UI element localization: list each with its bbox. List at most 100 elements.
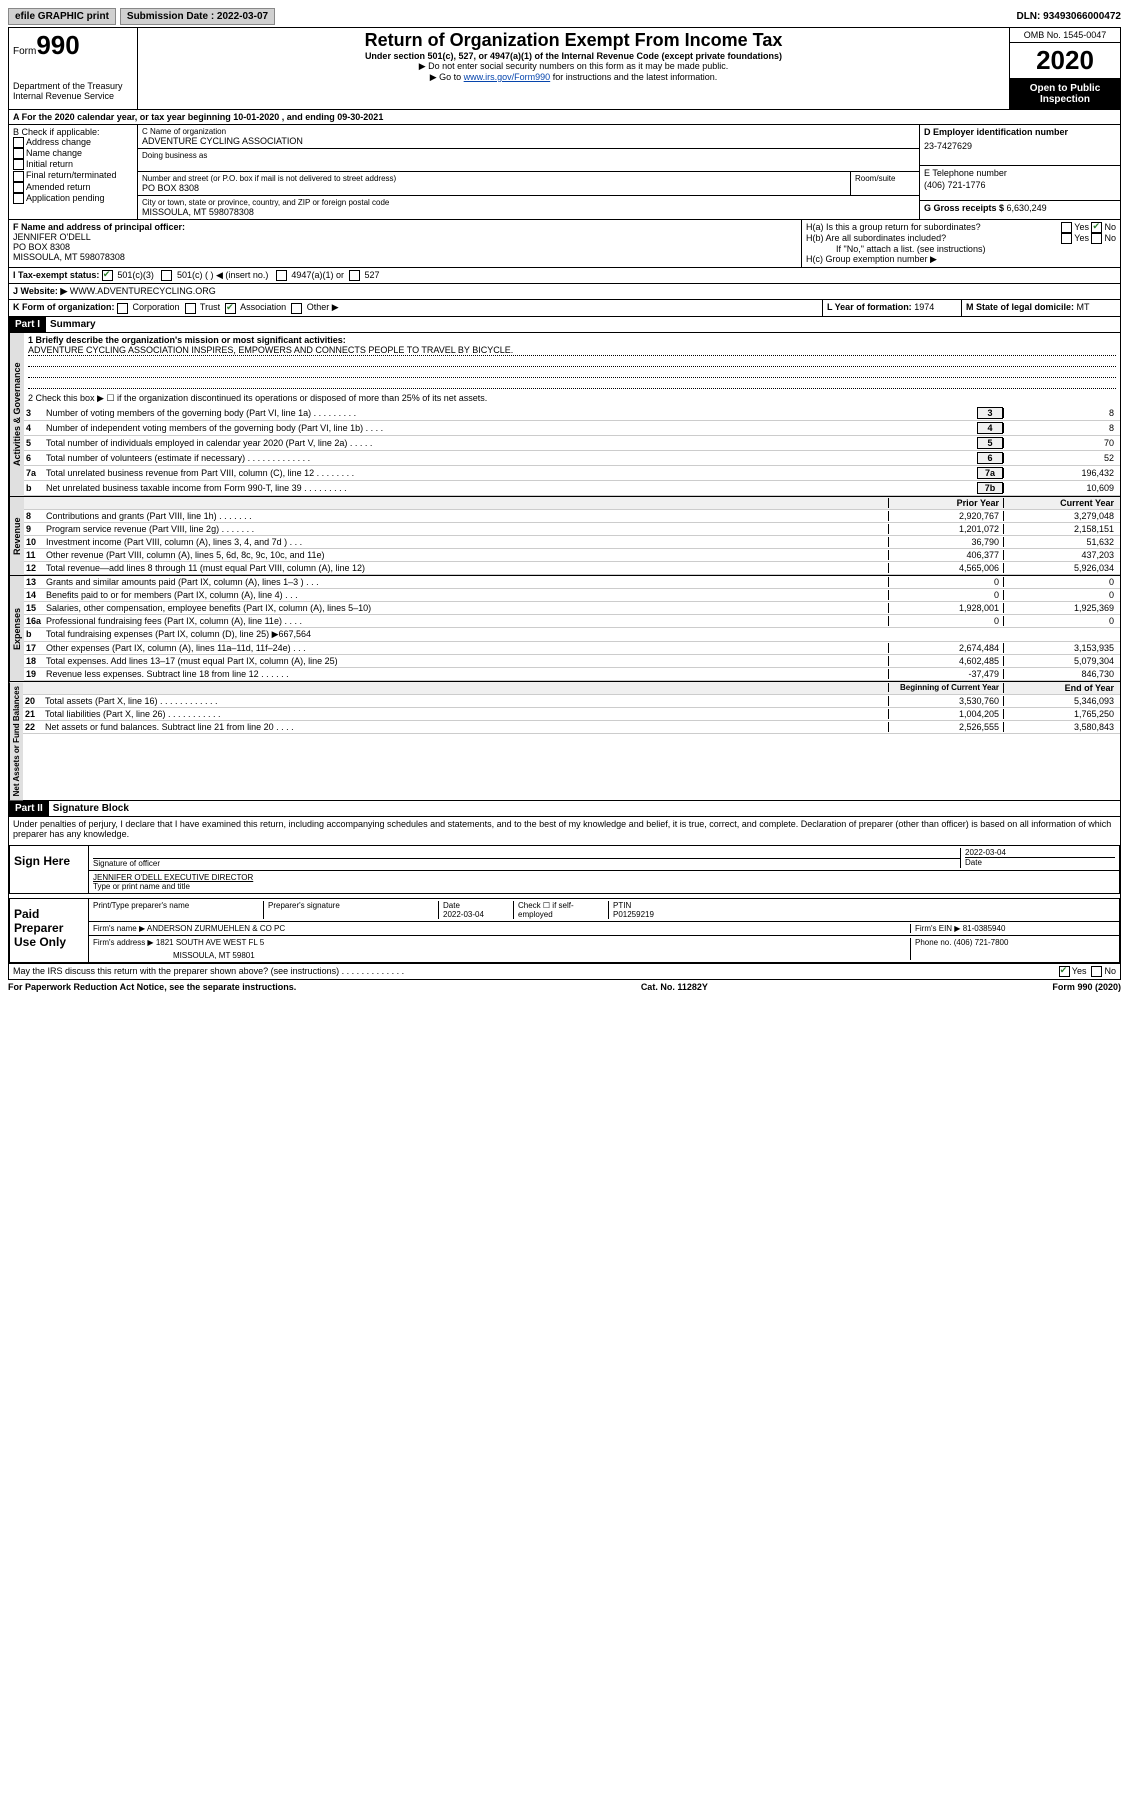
hb-yes[interactable] [1061,233,1072,244]
check-name[interactable] [13,148,24,159]
topbar: efile GRAPHIC print Submission Date : 20… [8,8,1121,25]
form-note1: ▶ Do not enter social security numbers o… [142,61,1005,72]
open-public: Open to Public Inspection [1010,79,1120,109]
discuss-yes[interactable] [1059,966,1070,977]
hb-no[interactable] [1091,233,1102,244]
penalty-text: Under penalties of perjury, I declare th… [9,817,1120,841]
check-address[interactable] [13,137,24,148]
discuss-row: May the IRS discuss this return with the… [9,963,1120,979]
form990-link[interactable]: www.irs.gov/Form990 [464,72,551,82]
discuss-no[interactable] [1091,966,1102,977]
tax-period: A For the 2020 calendar year, or tax yea… [9,110,1120,125]
mission-text: ADVENTURE CYCLING ASSOCIATION INSPIRES, … [28,345,1116,356]
org-name: ADVENTURE CYCLING ASSOCIATION [142,136,915,146]
form-label: Form [13,46,36,57]
section-governance: Activities & Governance 1 Briefly descri… [9,333,1120,497]
check-4947[interactable] [276,270,287,281]
check-amended[interactable] [13,182,24,193]
check-trust[interactable] [185,303,196,314]
year-formed: 1974 [914,302,934,312]
check-pending[interactable] [13,193,24,204]
side-expenses: Expenses [9,576,24,681]
form-subtitle: Under section 501(c), 527, or 4947(a)(1)… [142,51,1005,61]
state-domicile: MT [1077,302,1090,312]
firm-name: ANDERSON ZURMUEHLEN & CO PC [147,924,285,933]
net-header: Beginning of Current Year End of Year [23,682,1120,695]
line-18: 18Total expenses. Add lines 13–17 (must … [24,655,1120,668]
ein: 23-7427629 [924,137,1116,151]
firm-ein: 81-0385940 [963,924,1006,933]
part2-title: Signature Block [49,801,133,816]
tax-year: 2020 [1010,43,1120,79]
check-other[interactable] [291,303,302,314]
line-19: 19Revenue less expenses. Subtract line 1… [24,668,1120,681]
check-corp[interactable] [117,303,128,314]
org-city: MISSOULA, MT 598078308 [142,207,915,217]
side-netassets: Net Assets or Fund Balances [9,682,23,800]
part2-header-row: Part II Signature Block [9,801,1120,817]
side-revenue: Revenue [9,497,24,575]
line-5: 5Total number of individuals employed in… [24,436,1120,451]
line-3: 3Number of voting members of the governi… [24,406,1120,421]
line-4: 4Number of independent voting members of… [24,421,1120,436]
line-b: bTotal fundraising expenses (Part IX, co… [24,628,1120,642]
officer-city: MISSOULA, MT 598078308 [13,252,797,262]
block-i: I Tax-exempt status: 501(c)(3) 501(c) ( … [9,268,1120,284]
block-c: C Name of organization ADVENTURE CYCLING… [138,125,920,219]
check-assoc[interactable] [225,303,236,314]
officer-name: JENNIFER O'DELL [13,232,797,242]
part1-header-row: Part I Summary [9,317,1120,333]
check-501c[interactable] [161,270,172,281]
line-12: 12Total revenue—add lines 8 through 11 (… [24,562,1120,575]
block-deg: D Employer identification number 23-7427… [920,125,1120,219]
paid-preparer: Paid Preparer Use Only Print/Type prepar… [9,898,1120,963]
section-expenses: Expenses 13Grants and similar amounts pa… [9,576,1120,682]
phone: (406) 721-1776 [924,178,1116,190]
form-note2: ▶ Go to www.irs.gov/Form990 for instruct… [142,72,1005,83]
ptin: P01259219 [613,910,1115,919]
irs-label: Internal Revenue Service [13,91,133,101]
section-revenue: Revenue Prior Year Current Year 8Contrib… [9,497,1120,576]
blocks-fh: F Name and address of principal officer:… [9,220,1120,268]
form-ref: Form 990 (2020) [1052,982,1121,992]
block-klm: K Form of organization: Corporation Trus… [9,300,1120,316]
block-j: J Website: ▶ WWW.ADVENTURECYCLING.ORG [9,284,1120,300]
omb-number: OMB No. 1545-0047 [1010,28,1120,43]
sign-date: 2022-03-04 [965,848,1115,857]
line-17: 17Other expenses (Part IX, column (A), l… [24,642,1120,655]
line-7a: 7aTotal unrelated business revenue from … [24,466,1120,481]
submission-date: Submission Date : 2022-03-07 [120,8,275,25]
check-527[interactable] [349,270,360,281]
line-10: 10Investment income (Part VIII, column (… [24,536,1120,549]
line2: 2 Check this box ▶ ☐ if the organization… [24,391,1120,406]
gross-receipts: 6,630,249 [1007,203,1047,213]
line-15: 15Salaries, other compensation, employee… [24,602,1120,615]
line-6: 6Total number of volunteers (estimate if… [24,451,1120,466]
check-initial[interactable] [13,159,24,170]
block-h: H(a) Is this a group return for subordin… [802,220,1120,267]
website: WWW.ADVENTURECYCLING.ORG [70,286,216,296]
line-7b: bNet unrelated business taxable income f… [24,481,1120,496]
section-netassets: Net Assets or Fund Balances Beginning of… [9,682,1120,801]
part1-title: Summary [46,317,100,332]
form-title: Return of Organization Exempt From Incom… [142,30,1005,51]
form-number: 990 [36,30,79,60]
line-11: 11Other revenue (Part VIII, column (A), … [24,549,1120,562]
line-22: 22Net assets or fund balances. Subtract … [23,721,1120,734]
dln: DLN: 93493066000472 [1016,11,1121,22]
efile-button[interactable]: efile GRAPHIC print [8,8,116,25]
part2-badge: Part II [9,801,49,816]
check-501c3[interactable] [102,270,113,281]
form-header: Form990 Department of the Treasury Inter… [9,28,1120,110]
line-20: 20Total assets (Part X, line 16) . . . .… [23,695,1120,708]
block-b: B Check if applicable: Address change Na… [9,125,138,219]
ha-no[interactable] [1091,222,1102,233]
line-16a: 16aProfessional fundraising fees (Part I… [24,615,1120,628]
side-governance: Activities & Governance [9,333,24,496]
check-final[interactable] [13,171,24,182]
dept-treasury: Department of the Treasury [13,81,133,91]
line-21: 21Total liabilities (Part X, line 26) . … [23,708,1120,721]
ha-yes[interactable] [1061,222,1072,233]
firm-addr2: MISSOULA, MT 59801 [93,947,910,960]
line-9: 9Program service revenue (Part VIII, lin… [24,523,1120,536]
